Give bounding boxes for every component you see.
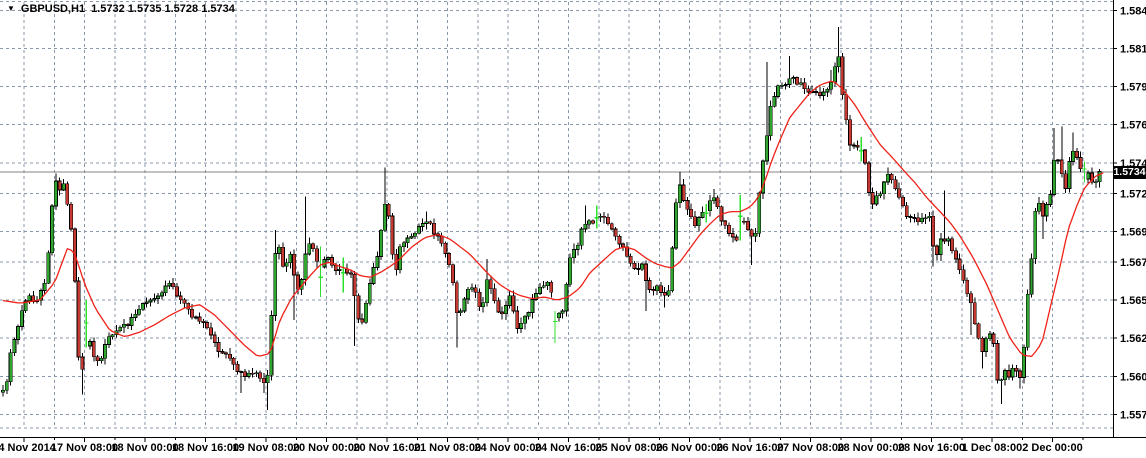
price-axis-label: 1.5720	[1120, 188, 1146, 200]
time-axis-label: 24 Nov 00:00	[474, 442, 541, 454]
price-axis-label: 1.5650	[1120, 295, 1146, 307]
price-axis-label: 1.5695	[1120, 226, 1146, 238]
price-axis-label: 1.5575	[1120, 409, 1146, 421]
price-axis-label: 1.5600	[1120, 371, 1146, 383]
time-axis-label: 1 Dec 08:00	[962, 442, 1023, 454]
time-axis-label: 17 Nov 08:00	[51, 442, 118, 454]
grid-layer	[0, 1, 1113, 429]
time-axis-label: 18 Nov 00:00	[111, 442, 178, 454]
price-axis-label: 1.5625	[1120, 333, 1146, 345]
price-axis-label: 1.5815	[1120, 43, 1146, 55]
axes-layer[interactable]	[0, 0, 1146, 442]
chart-title: ▼ GBPUSD,H1 1.5732 1.5735 1.5728 1.5734	[7, 3, 235, 15]
time-axis-label: 28 Nov 16:00	[898, 442, 965, 454]
time-axis-label: 28 Nov 00:00	[837, 442, 904, 454]
time-axis-label: 20 Nov 00:00	[293, 442, 360, 454]
symbol-period-label: GBPUSD,H1	[20, 3, 86, 15]
time-axis-label: 2 Dec 00:00	[1022, 442, 1083, 454]
time-axis-label: 24 Nov 16:00	[535, 442, 602, 454]
time-axis-label: 26 Nov 00:00	[656, 442, 723, 454]
time-axis-label: 18 Nov 16:00	[172, 442, 239, 454]
time-axis-label: 25 Nov 08:00	[595, 442, 662, 454]
axis-labels: 1.58401.58151.57901.57651.57401.57201.56…	[0, 5, 1146, 454]
time-axis-label: 20 Nov 16:00	[353, 442, 420, 454]
ohlc-quotes-label: 1.5732 1.5735 1.5728 1.5734	[91, 3, 235, 15]
time-axis-label: 26 Nov 16:00	[716, 442, 783, 454]
current-price-badge: 1.5734	[1113, 166, 1146, 179]
price-axis-label: 1.5675	[1120, 257, 1146, 269]
time-axis-label: 14 Nov 2014	[0, 442, 57, 454]
time-axis-label: 27 Nov 08:00	[777, 442, 844, 454]
price-axis-label: 1.5765	[1120, 120, 1146, 132]
moving-average-line	[2, 80, 1104, 358]
time-axis-label: 19 Nov 08:00	[232, 442, 299, 454]
time-axis-label: 21 Nov 08:00	[414, 442, 481, 454]
price-axis-label: 1.5840	[1120, 5, 1146, 17]
symbol-dropdown-icon[interactable]: ▼	[7, 4, 15, 13]
price-axis-label: 1.5790	[1120, 82, 1146, 94]
candles-layer	[1, 27, 1102, 410]
